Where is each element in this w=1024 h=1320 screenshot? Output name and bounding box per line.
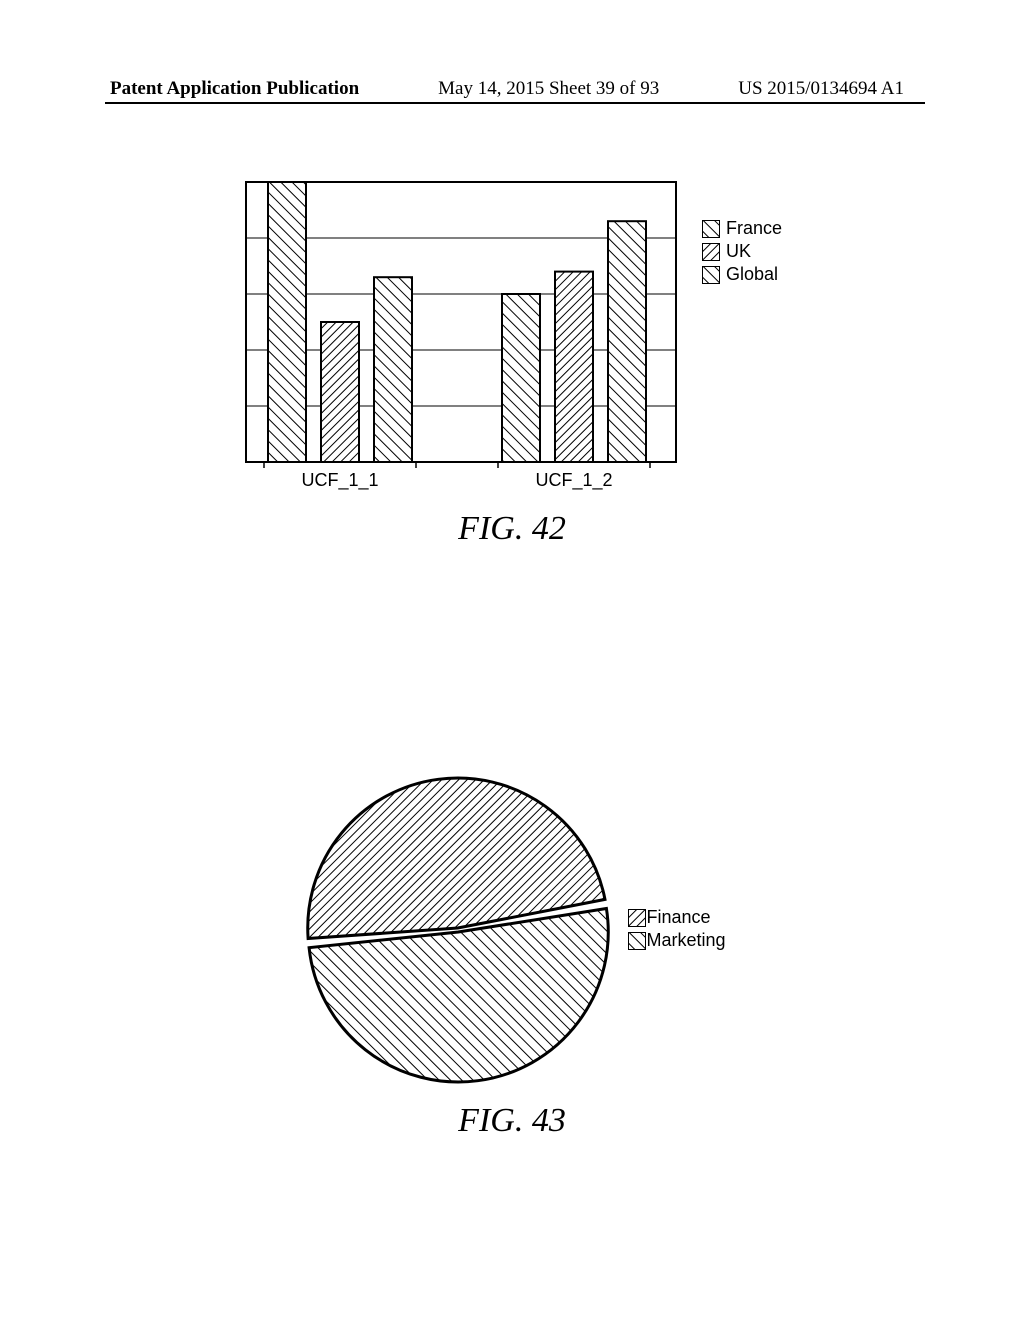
bar [374,277,412,462]
category-label: UCF_1_1 [301,470,378,491]
legend-item: Finance [628,907,725,928]
legend-item: Marketing [628,930,725,951]
figure-42: UCF_1_1 UCF_1_2 FranceUKGlobal FIG. 42 [0,178,1024,548]
legend-label: France [726,218,782,239]
bar [268,182,306,462]
header-left: Patent Application Publication [110,78,359,100]
legend-item: Global [702,264,782,285]
figure-43-caption: FIG. 43 [458,1102,566,1140]
bar-chart-legend: FranceUKGlobal [702,218,782,287]
legend-swatch [702,266,720,284]
figure-43: FinanceMarketing FIG. 43 [0,770,1024,1140]
legend-item: UK [702,241,782,262]
legend-label: Finance [646,907,710,928]
bar [555,272,593,462]
legend-swatch [628,909,646,927]
bar [608,221,646,462]
header-center: May 14, 2015 Sheet 39 of 93 [438,78,659,100]
legend-swatch [628,932,646,950]
category-label: UCF_1_2 [535,470,612,491]
page-header: Patent Application Publication May 14, 2… [0,78,1024,100]
legend-swatch [702,220,720,238]
legend-item: France [702,218,782,239]
legend-label: UK [726,241,751,262]
pie-chart [298,770,618,1090]
legend-swatch [702,243,720,261]
figure-42-caption: FIG. 42 [458,510,566,548]
bar [321,322,359,462]
legend-label: Global [726,264,778,285]
bar [502,294,540,462]
bar-chart: UCF_1_1 UCF_1_2 [242,178,692,498]
pie-chart-legend: FinanceMarketing [628,907,725,953]
legend-label: Marketing [646,930,725,951]
header-right: US 2015/0134694 A1 [738,78,904,100]
header-rule [105,102,925,104]
